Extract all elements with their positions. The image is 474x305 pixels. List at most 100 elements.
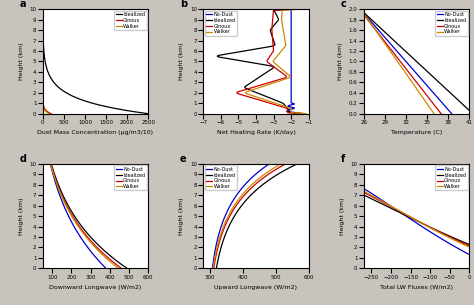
Ginoux <box>438 112 444 116</box>
Walker <box>40 24 46 27</box>
Idealized <box>41 48 46 52</box>
Ginoux <box>371 26 376 29</box>
Walker <box>64 204 69 208</box>
Ginoux <box>387 204 393 208</box>
Idealized <box>310 172 316 175</box>
No-Dust <box>288 50 294 54</box>
No-Dust <box>397 53 403 57</box>
Ginoux <box>384 203 390 206</box>
No-Dust <box>227 205 232 208</box>
Ginoux <box>411 77 417 81</box>
Ginoux <box>118 266 124 270</box>
Ginoux <box>270 50 276 53</box>
Idealized <box>41 50 47 54</box>
Line: Ginoux: Ginoux <box>43 9 51 114</box>
Legend: No-Dust, Idealized, Ginoux, Walker: No-Dust, Idealized, Ginoux, Walker <box>205 11 237 36</box>
Ginoux <box>320 172 326 175</box>
No-Dust <box>61 204 67 208</box>
Ginoux <box>271 48 276 52</box>
Idealized <box>266 178 272 182</box>
Walker <box>48 162 54 166</box>
Idealized <box>238 205 244 208</box>
Walker <box>301 162 306 166</box>
No-Dust <box>228 203 234 206</box>
Ginoux <box>233 204 238 208</box>
No-Dust <box>246 178 252 182</box>
No-Dust <box>210 267 215 270</box>
Walker <box>40 17 46 21</box>
X-axis label: Upward Longwave (W/m2): Upward Longwave (W/m2) <box>214 285 298 290</box>
Walker <box>278 50 284 53</box>
No-Dust <box>288 17 294 21</box>
Walker <box>298 112 304 115</box>
Idealized <box>276 172 282 175</box>
Line: No-Dust: No-Dust <box>50 164 106 268</box>
Text: c: c <box>340 0 346 9</box>
Ginoux <box>51 172 56 175</box>
Walker <box>381 40 386 43</box>
Walker <box>388 204 394 208</box>
Walker <box>431 112 437 116</box>
Walker <box>390 53 396 57</box>
Walker <box>339 178 345 182</box>
Ginoux <box>48 112 54 116</box>
Legend: No-Dust, Idealized, Ginoux, Walker: No-Dust, Idealized, Ginoux, Walker <box>436 11 468 36</box>
Ginoux <box>40 24 46 27</box>
Idealized <box>470 112 474 116</box>
Idealized <box>293 7 299 11</box>
No-Dust <box>103 267 109 270</box>
Ginoux <box>40 7 46 11</box>
Idealized <box>214 266 219 270</box>
Walker <box>298 7 304 11</box>
Idealized <box>302 112 308 116</box>
Idealized <box>65 204 71 208</box>
Idealized <box>328 178 333 182</box>
Ginoux <box>40 48 46 52</box>
Ginoux <box>40 17 46 21</box>
Line: Walker: Walker <box>51 164 118 268</box>
Walker <box>358 7 364 11</box>
Walker <box>278 50 283 54</box>
Walker <box>280 48 285 52</box>
No-Dust <box>401 57 407 61</box>
Idealized <box>357 7 363 11</box>
Walker <box>279 17 284 21</box>
X-axis label: Dust Mass Concentration (μg/m3/10): Dust Mass Concentration (μg/m3/10) <box>37 131 154 135</box>
Idealized <box>406 53 412 57</box>
Ginoux <box>40 50 46 54</box>
Line: Walker: Walker <box>303 164 474 268</box>
Legend: No-Dust, Idealized, Ginoux, Walker: No-Dust, Idealized, Ginoux, Walker <box>114 165 147 190</box>
No-Dust <box>50 172 55 175</box>
Idealized <box>66 205 72 208</box>
Text: b: b <box>180 0 187 9</box>
Idealized <box>237 50 242 54</box>
Idealized <box>213 267 219 270</box>
No-Dust <box>386 203 392 206</box>
Line: Walker: Walker <box>213 164 281 268</box>
Walker <box>231 205 237 208</box>
Walker <box>40 50 46 53</box>
Idealized <box>377 26 383 29</box>
Idealized <box>124 266 129 270</box>
Idealized <box>52 172 57 175</box>
Ginoux <box>269 24 275 27</box>
Y-axis label: Height (km): Height (km) <box>19 43 24 80</box>
Ginoux <box>270 17 275 21</box>
Idealized <box>275 17 281 21</box>
Idealized <box>297 112 303 115</box>
Text: e: e <box>180 154 187 164</box>
Walker <box>210 266 216 270</box>
Idealized <box>294 162 300 166</box>
Y-axis label: Height (km): Height (km) <box>179 197 184 235</box>
Idealized <box>385 205 391 208</box>
Walker <box>389 205 394 208</box>
Ginoux <box>53 178 59 182</box>
Ginoux <box>47 112 53 115</box>
Line: Idealized: Idealized <box>216 164 297 268</box>
Idealized <box>240 203 246 206</box>
Idealized <box>64 203 70 206</box>
Y-axis label: Height (km): Height (km) <box>338 43 343 80</box>
Y-axis label: Height (km): Height (km) <box>179 43 184 80</box>
Line: Idealized: Idealized <box>360 9 473 114</box>
Idealized <box>41 50 47 53</box>
